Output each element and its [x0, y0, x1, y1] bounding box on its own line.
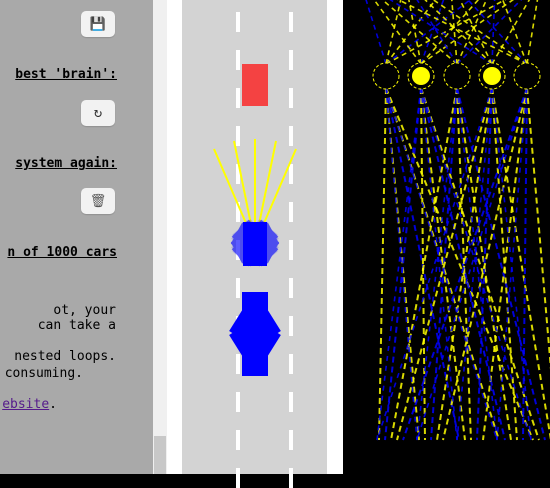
network-link-upper — [365, 0, 387, 65]
network-link — [385, 87, 500, 441]
network-link — [420, 87, 540, 441]
link-suffix: . — [49, 397, 57, 412]
network-link — [396, 87, 493, 441]
lane-dash — [289, 354, 293, 374]
network-node — [513, 62, 541, 90]
trash-icon: 🗑 — [89, 193, 107, 209]
lane-dash — [289, 164, 293, 184]
lane-dash — [289, 88, 293, 108]
paragraph-line: consuming. — [4, 366, 83, 381]
lane-dash — [289, 202, 293, 222]
network-link — [385, 87, 418, 441]
network-canvas — [365, 0, 550, 441]
discard-brain-button[interactable]: 🗑 — [81, 188, 115, 214]
lane-dash — [236, 354, 240, 374]
network-link — [496, 87, 528, 441]
lane-dash — [289, 392, 293, 412]
network-link — [522, 87, 528, 441]
network-link — [526, 87, 550, 370]
ai-car-cluster — [229, 292, 281, 376]
network-link — [416, 87, 528, 441]
scrollbar-thumb[interactable] — [154, 436, 166, 474]
network-link-upper — [381, 0, 458, 65]
lane-dash — [289, 12, 293, 32]
lane-dash — [289, 278, 293, 298]
paragraph-line: nested loops. — [14, 349, 116, 364]
website-link-line: ebsite. — [2, 397, 57, 413]
network-link-upper — [526, 0, 539, 65]
lane-dash — [236, 392, 240, 412]
lane-dash — [236, 88, 240, 108]
network-link-upper — [459, 0, 493, 65]
paragraph-line: ot, your — [53, 303, 116, 318]
network-node-activation — [412, 67, 430, 85]
network-link — [456, 87, 546, 441]
network-link — [420, 87, 458, 441]
refresh-icon: ↻ — [93, 105, 103, 121]
network-link — [456, 87, 472, 441]
network-link-upper — [373, 0, 422, 65]
best-ai-car — [243, 222, 267, 266]
lane-dash — [289, 50, 293, 70]
network-link — [378, 87, 387, 441]
lane-dash — [236, 12, 240, 32]
population-heading: n of 1000 cars — [7, 245, 117, 260]
save-brain-button[interactable]: 💾 — [81, 11, 115, 37]
info-panel: 💾 best 'brain': ↻ system again: 🗑 n of 1… — [0, 0, 153, 474]
lane-dash — [236, 126, 240, 146]
network-link — [430, 87, 458, 441]
network-link-upper — [420, 0, 445, 65]
network-link — [402, 87, 528, 441]
network-link — [442, 87, 528, 441]
network-link-upper — [385, 0, 472, 65]
network-link-upper — [491, 0, 496, 65]
reset-system-heading: system again: — [15, 156, 117, 171]
lane-dash — [289, 316, 293, 336]
road-area — [167, 0, 343, 488]
network-link — [420, 87, 532, 441]
network-link — [376, 87, 493, 441]
network-link — [456, 87, 493, 441]
lane-dash — [289, 126, 293, 146]
lane-dash — [236, 278, 240, 298]
network-link — [384, 87, 422, 441]
save-icon: 💾 — [89, 16, 107, 32]
network-link — [385, 87, 498, 441]
lane-dash — [236, 202, 240, 222]
lane-dash — [236, 50, 240, 70]
road-right-edge — [327, 0, 331, 474]
lane-dash — [289, 240, 293, 260]
network-link — [476, 87, 493, 441]
road-left-edge — [178, 0, 182, 474]
lane-dash — [236, 164, 240, 184]
network-link-upper — [397, 0, 528, 65]
reload-brain-button[interactable]: ↻ — [81, 100, 115, 126]
lane-dash — [289, 430, 293, 450]
network-link — [482, 87, 528, 441]
network-link-upper — [385, 0, 507, 65]
panel-scrollbar[interactable] — [153, 0, 167, 474]
traffic-car — [242, 64, 268, 106]
network-link-upper — [432, 0, 528, 65]
lane-dash — [236, 430, 240, 450]
paragraph-line: can take a — [37, 318, 116, 333]
network-link-upper — [416, 0, 458, 65]
cars-canvas — [213, 64, 297, 376]
network-link — [385, 87, 534, 441]
network-node — [372, 62, 400, 90]
website-link[interactable]: ebsite — [2, 397, 50, 412]
network-node-activation — [483, 67, 501, 85]
best-brain-heading: best 'brain': — [15, 67, 117, 82]
neural-network-visualizer — [343, 0, 550, 474]
network-link-upper — [501, 0, 528, 65]
network-node — [443, 62, 471, 90]
network-link — [491, 87, 518, 441]
network-link-upper — [467, 0, 528, 65]
